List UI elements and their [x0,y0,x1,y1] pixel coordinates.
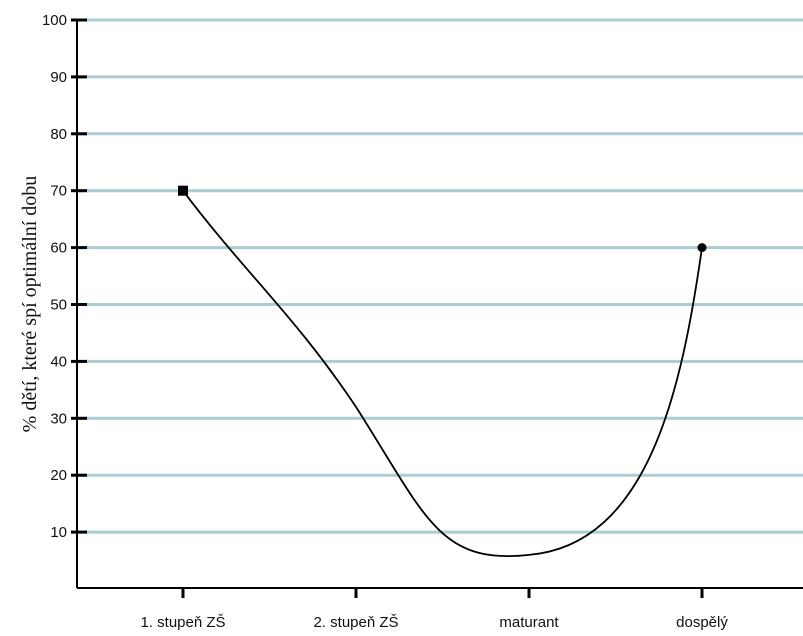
x-tick-labels: 1. stupeň ZŠ 2. stupeň ZŠ maturant dospělý [140,588,728,631]
y-tick-label: 60 [50,240,67,257]
x-tick-label: 2. stupeň ZŠ [313,614,398,631]
y-tick-label: 90 [50,69,67,86]
y-tick-label: 10 [50,524,67,541]
data-point-marker [697,243,707,253]
y-tick-label: 100 [42,12,67,29]
x-tick-label: maturant [499,614,559,631]
y-tick-label: 20 [50,467,67,484]
y-tick-label: 40 [50,353,67,370]
y-tick-label: 70 [50,183,67,200]
series-line [182,190,703,557]
x-tick-label: 1. stupeň ZŠ [140,614,225,631]
y-axis-title: % dětí, které spí optimální dobu [19,176,41,433]
y-tick-labels: 10 20 30 40 50 60 70 80 90 100 [42,12,87,541]
y-tick-label: 30 [50,410,67,427]
series-group [178,185,707,557]
data-point-marker [178,185,188,196]
y-tick-label: 50 [50,297,67,314]
gridlines [77,18,803,534]
y-tick-label: 80 [50,126,67,143]
x-tick-label: dospělý [676,614,728,631]
